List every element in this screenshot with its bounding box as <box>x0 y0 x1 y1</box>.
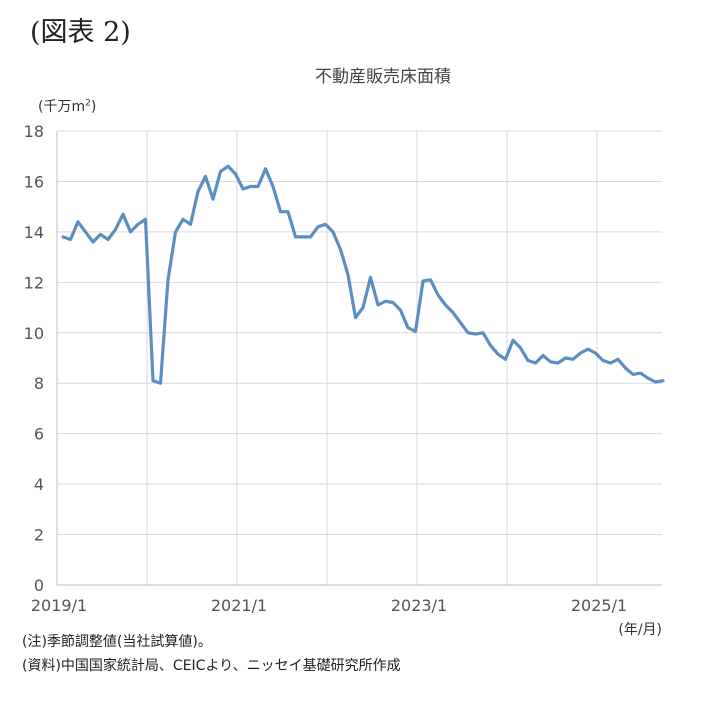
y-tick-label: 18 <box>24 122 44 141</box>
unit-label: (千万m2) <box>38 96 96 116</box>
x-tick-label: 2025/1 <box>571 596 627 615</box>
y-tick-label: 0 <box>34 576 44 595</box>
note-line-1: (注)季節調整値(当社試算値)。 <box>22 634 212 650</box>
y-tick-label: 4 <box>34 475 44 494</box>
y-tick-label: 12 <box>24 273 44 292</box>
series-line <box>61 164 665 385</box>
chart-title: 不動産販売床面積 <box>315 67 451 87</box>
y-tick-label: 10 <box>24 324 44 343</box>
y-tick-label: 6 <box>34 425 44 444</box>
x-tick-label: 2019/1 <box>31 596 87 615</box>
x-tick-label: 2021/1 <box>211 596 267 615</box>
figure-label: (図表 2) <box>30 17 131 48</box>
y-tick-label: 14 <box>24 223 44 242</box>
x-tick-label: 2023/1 <box>391 596 447 615</box>
y-tick-label: 2 <box>34 526 44 545</box>
period-label: (年/月) <box>618 622 662 638</box>
unit-label-text: (千万m <box>38 99 86 115</box>
note-line-2: (資料)中国国家統計局、CEICより、ニッセイ基礎研究所作成 <box>22 658 401 674</box>
y-tick-label: 8 <box>34 374 44 393</box>
y-tick-label: 16 <box>24 172 44 191</box>
unit-label-close: ) <box>90 99 97 115</box>
unit-label-sup: 2 <box>85 98 91 109</box>
